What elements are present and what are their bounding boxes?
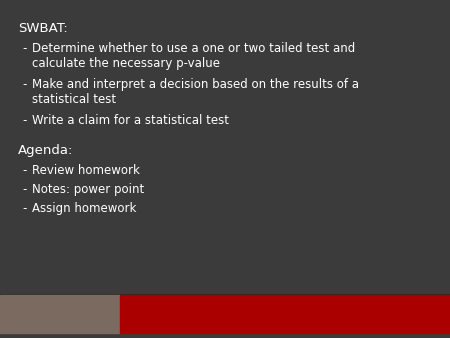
Text: Review homework: Review homework	[32, 164, 140, 177]
Bar	[120, 295, 450, 333]
Text: SWBAT:: SWBAT:	[18, 22, 68, 35]
Bar	[0, 295, 120, 333]
Text: -: -	[22, 183, 27, 196]
Text: -: -	[22, 42, 27, 55]
Text: statistical test: statistical test	[32, 93, 116, 106]
Text: -: -	[22, 164, 27, 177]
Text: Write a claim for a statistical test: Write a claim for a statistical test	[32, 114, 229, 127]
Text: -: -	[22, 114, 27, 127]
Text: -: -	[22, 202, 27, 215]
Text: Determine whether to use a one or two tailed test and: Determine whether to use a one or two ta…	[32, 42, 355, 55]
Text: Assign homework: Assign homework	[32, 202, 136, 215]
Text: Agenda:: Agenda:	[18, 144, 73, 157]
Text: calculate the necessary p-value: calculate the necessary p-value	[32, 57, 220, 70]
Text: Make and interpret a decision based on the results of a: Make and interpret a decision based on t…	[32, 78, 359, 91]
Text: Notes: power point: Notes: power point	[32, 183, 144, 196]
Text: -: -	[22, 78, 27, 91]
